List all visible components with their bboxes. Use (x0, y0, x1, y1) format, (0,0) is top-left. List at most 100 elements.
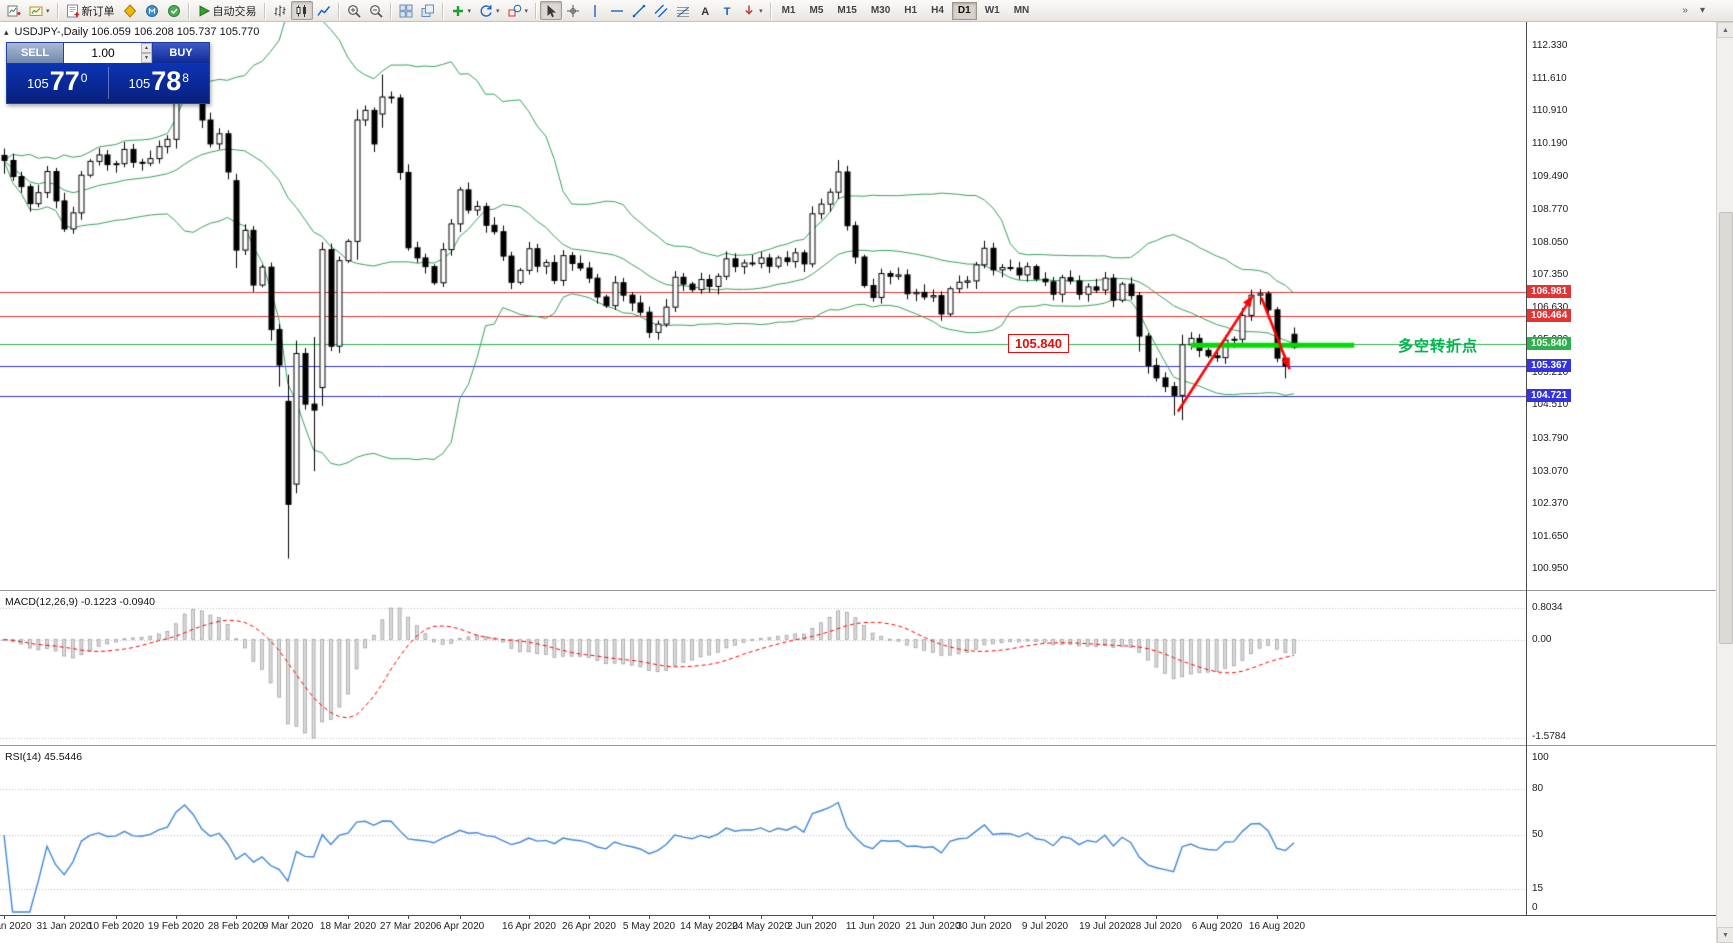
text-button[interactable]: A (694, 1, 716, 20)
svg-text:A: A (701, 6, 709, 18)
macd-indicator-pane[interactable] (0, 593, 1526, 745)
channel-icon (654, 4, 668, 17)
objects-list-button[interactable]: ▾ (504, 1, 533, 20)
price-axis-label: 110.190 (1532, 138, 1568, 150)
templates-icon (480, 4, 492, 17)
turning-point-label[interactable]: 多空转折点 (1398, 338, 1479, 356)
price-axis-label: 103.070 (1532, 465, 1569, 477)
date-axis-label: 24 May 2020 (732, 921, 790, 932)
volume-increase-button[interactable]: ▲ (141, 43, 152, 53)
date-axis-label: 27 Mar 2020 (379, 921, 437, 932)
price-axis-border (1526, 22, 1527, 915)
scroll-up-icon[interactable]: ▲ (1717, 22, 1733, 38)
scrollbar-thumb[interactable] (1719, 212, 1733, 644)
one-click-collapse-icon[interactable]: ▴ (4, 26, 9, 37)
templates-button[interactable]: ▾ (475, 1, 504, 20)
price-annotation-box[interactable]: 105.840 (1008, 334, 1069, 354)
toolbar-separator (337, 2, 340, 19)
scroll-down-icon[interactable]: ▼ (1717, 927, 1733, 943)
new-chart-button[interactable] (3, 1, 25, 20)
date-tick-mark (408, 915, 409, 919)
zoom-out-icon (369, 4, 383, 18)
chevron-down-icon: ▾ (524, 7, 529, 15)
timeframe-m30-button[interactable]: M30 (865, 2, 896, 20)
candles-icon (296, 4, 306, 17)
horizontal-line-button[interactable] (606, 1, 628, 20)
cursor-button[interactable] (540, 1, 563, 20)
rsi-indicator-pane[interactable] (0, 748, 1526, 915)
date-axis-label: 9 Mar 2020 (262, 921, 314, 932)
macd-axis-label: -1.5784 (1532, 731, 1566, 742)
vertical-line-button[interactable] (584, 1, 606, 20)
candlestick-chart-button[interactable] (290, 1, 313, 20)
trendline-icon (632, 4, 646, 17)
price-axis-label: 104.510 (1532, 399, 1569, 411)
timeframe-mn-button[interactable]: MN (1008, 2, 1036, 20)
main-chart[interactable] (0, 22, 1526, 590)
date-axis-label: 5 May 2020 (622, 921, 676, 932)
price-axis-label: 103.790 (1532, 432, 1569, 444)
bar-chart-button[interactable] (269, 1, 291, 20)
buy-price[interactable]: 105 78 8 (128, 65, 189, 96)
line-chart-button[interactable] (313, 1, 335, 20)
timeframe-m1-button[interactable]: M1 (776, 2, 802, 20)
zoom-out-button[interactable] (365, 1, 387, 20)
fibonacci-retracement-button[interactable] (672, 1, 694, 20)
price-axis-label: 106.630 (1532, 302, 1569, 314)
toolbar-customize-button[interactable]: ▾ (1695, 2, 1710, 20)
trendline-button[interactable] (628, 1, 650, 20)
arrow-objects-button[interactable]: ▾ (738, 1, 767, 20)
date-tick-mark (116, 915, 117, 919)
pane-resize-handle-macd[interactable] (0, 590, 1716, 594)
autotrading-button[interactable]: 自动交易 (193, 1, 261, 20)
timeframe-m5-button[interactable]: M5 (803, 2, 829, 20)
mql5-icon (145, 4, 158, 17)
price-level-badge: 105.367 (1527, 359, 1572, 373)
indicators-button[interactable]: ▾ (447, 1, 476, 20)
mql5-community-button[interactable] (141, 1, 163, 20)
hline-icon (611, 9, 624, 12)
linechart-icon (316, 5, 330, 16)
timeframe-d1-button[interactable]: D1 (951, 1, 977, 20)
chevron-down-icon: ▾ (759, 7, 763, 15)
price-level-badge: 104.721 (1527, 388, 1572, 402)
date-axis-label: 14 May 2020 (680, 921, 738, 932)
timeframe-h1-button[interactable]: H1 (898, 2, 923, 20)
crosshair-button[interactable] (562, 1, 584, 20)
sell-price[interactable]: 105 77 0 (27, 65, 88, 96)
vertical-scrollbar[interactable]: ▲ ▼ (1716, 22, 1733, 943)
date-tick-mark (761, 915, 762, 919)
sell-button[interactable]: SELL (7, 43, 63, 63)
rsi-axis-label: 50 (1532, 829, 1544, 840)
date-tick-mark (64, 915, 65, 919)
tile-windows-button[interactable] (395, 1, 417, 20)
metaeditor-button[interactable] (119, 1, 141, 20)
timeframe-h4-button[interactable]: H4 (925, 2, 950, 20)
rsi-axis-label: 80 (1532, 782, 1544, 794)
date-tick-mark (529, 915, 530, 919)
cascade-windows-button[interactable] (417, 1, 439, 20)
date-tick-mark (709, 915, 710, 919)
zoom-in-button[interactable] (343, 1, 365, 20)
new-order-button[interactable]: 新订单 (62, 1, 119, 20)
price-axis[interactable]: 112.330 111.610 110.910 110.190 109.490 108.7… (1527, 0, 1716, 943)
volume-decrease-button[interactable]: ▼ (141, 53, 152, 63)
strategy-tester-button[interactable] (163, 1, 185, 20)
date-axis-label: 6 Aug 2020 (1191, 921, 1243, 932)
pane-resize-handle-rsi[interactable] (0, 745, 1716, 749)
date-axis-label: 28 Jul 2020 (1130, 921, 1182, 932)
date-tick-mark (1156, 915, 1157, 919)
buy-button[interactable]: BUY (153, 43, 209, 63)
volume-input[interactable] (64, 43, 152, 63)
timeframe-w1-button[interactable]: W1 (979, 2, 1006, 20)
timeframe-m15-button[interactable]: M15 (831, 2, 862, 20)
text-label-button[interactable]: T (716, 1, 738, 20)
toolbar: ▾ 新订单 自动交易 ▾ ▾ ▾ A T ▾ M1 M5 M15 M30 H1 H4 D1 W1 MN» ▾ (0, 0, 1733, 22)
equidistant-channel-button[interactable] (650, 1, 672, 20)
toolbar-overflow-button[interactable]: » (1677, 2, 1693, 20)
date-tick-mark (984, 915, 985, 919)
chart-profiles-button[interactable]: ▾ (25, 1, 54, 20)
